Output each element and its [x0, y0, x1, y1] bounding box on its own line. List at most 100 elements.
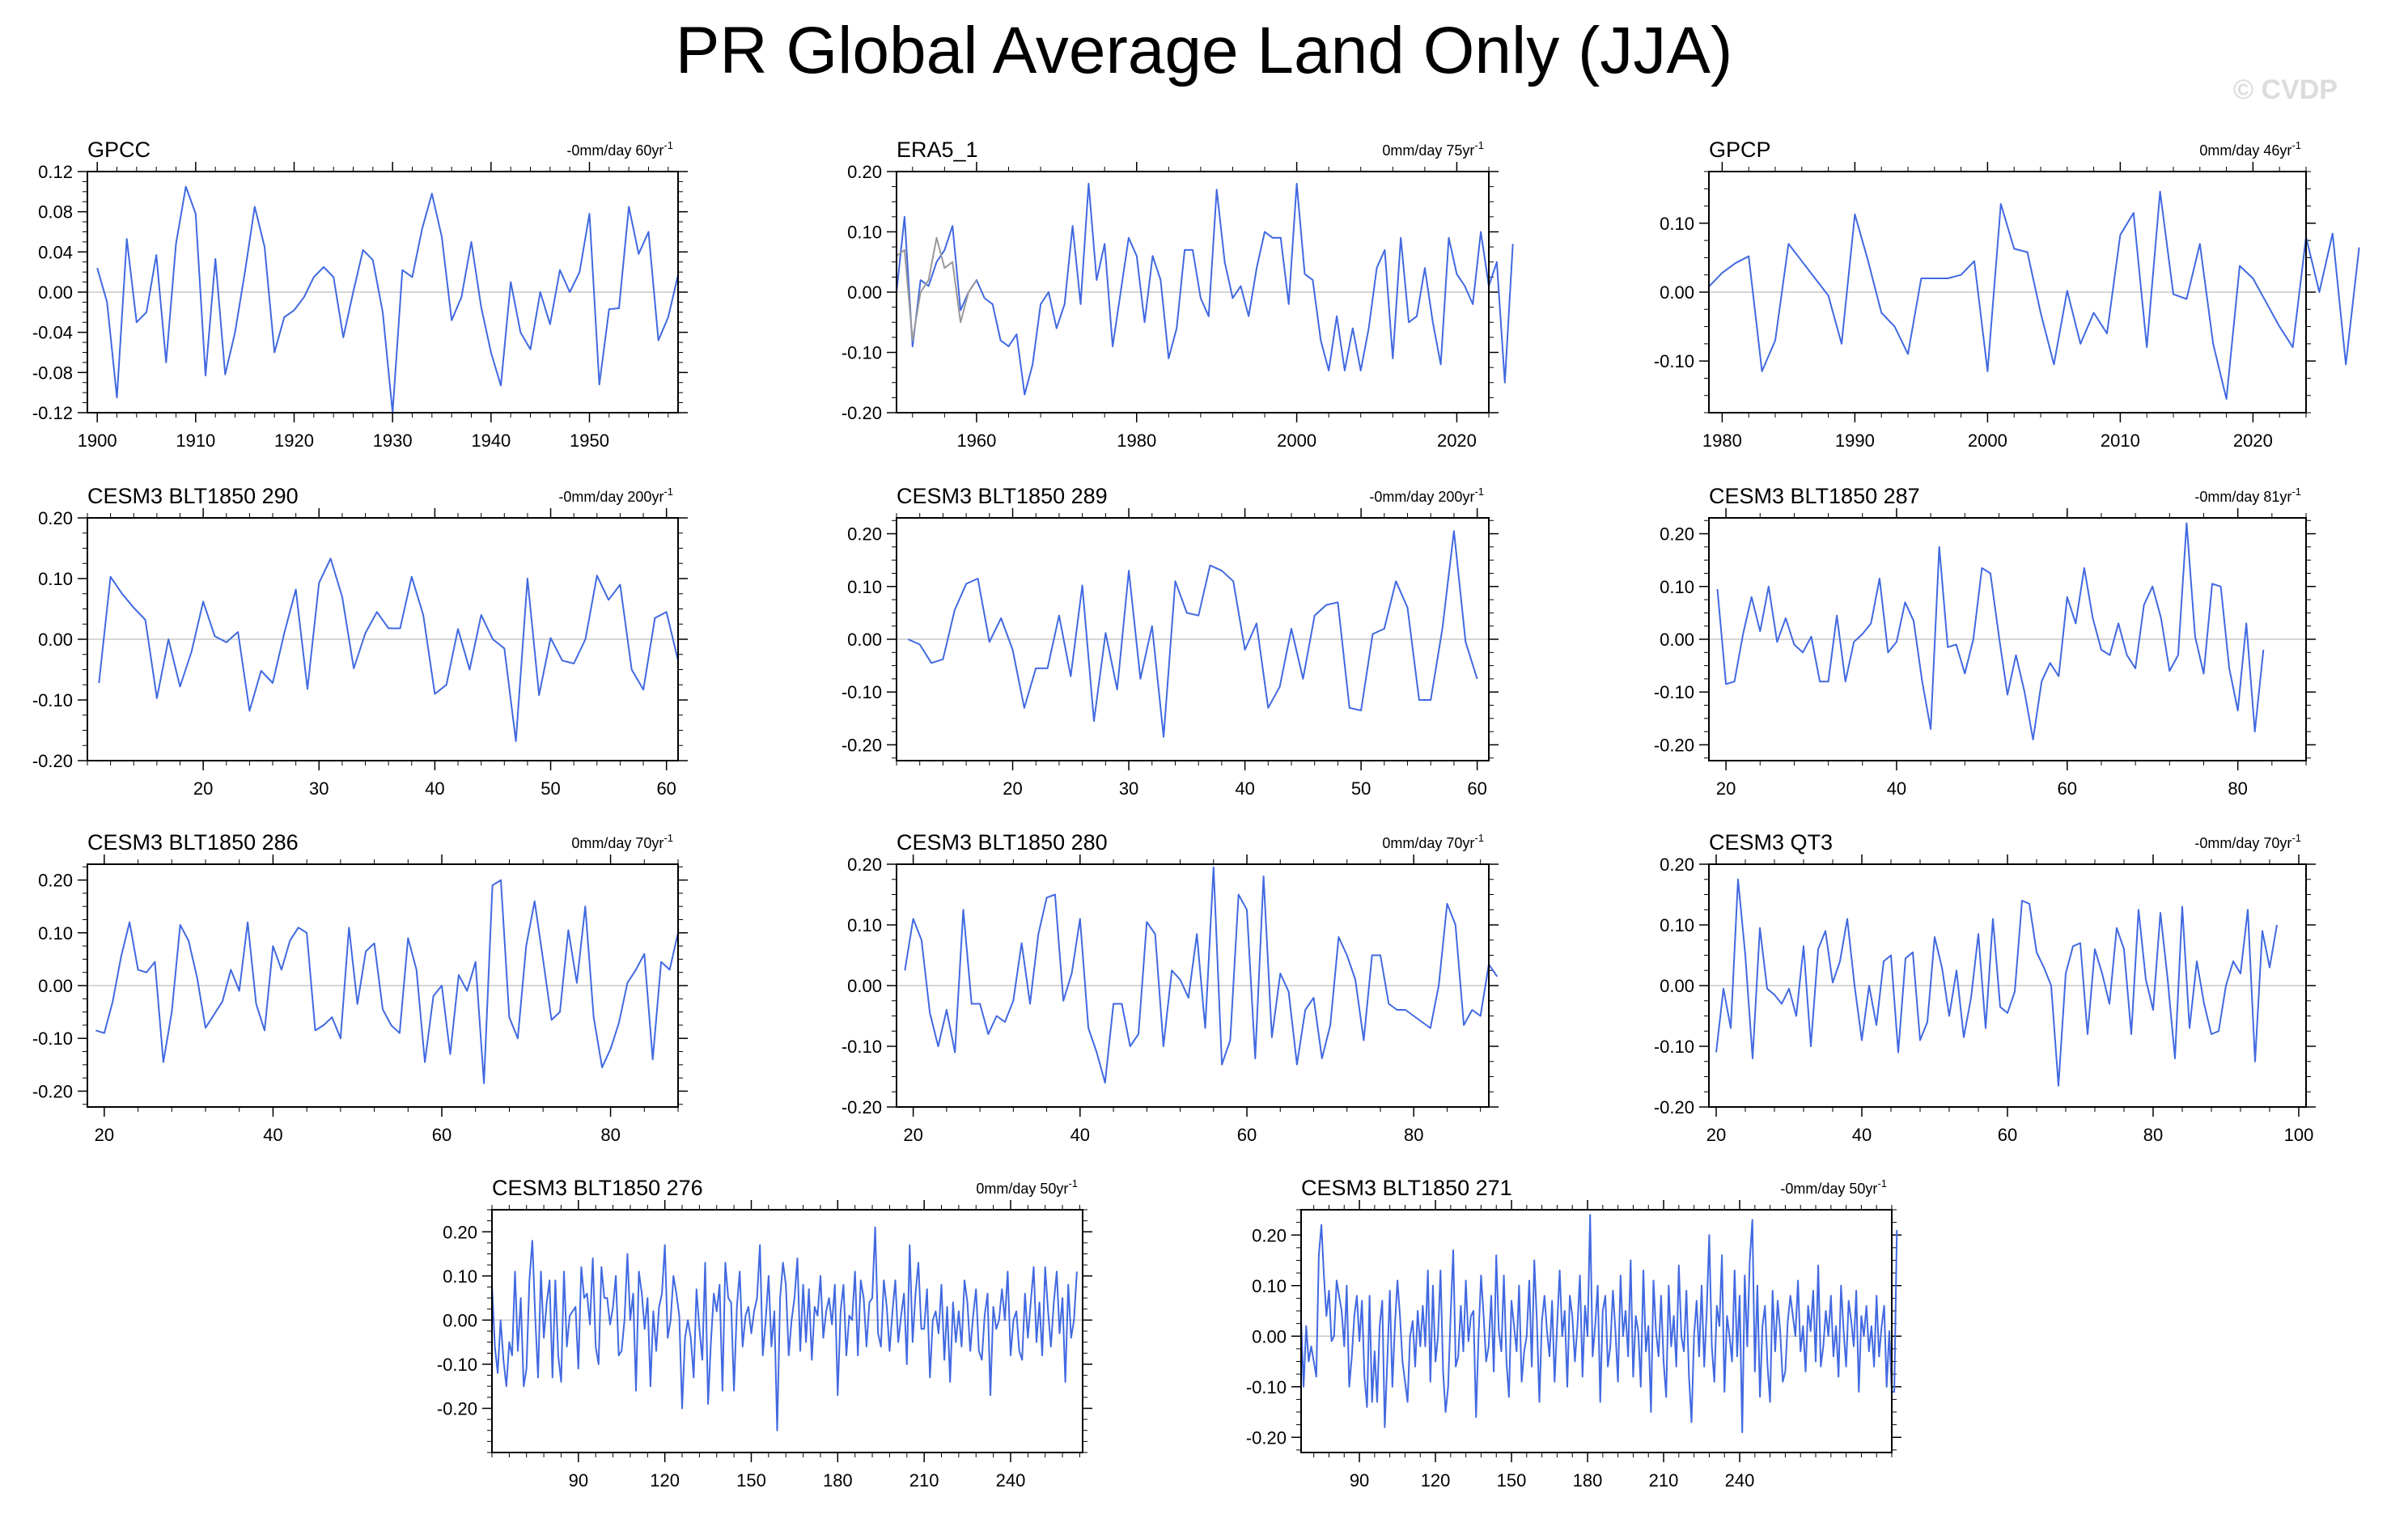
y-tick-label: -0.10 [1654, 1037, 1694, 1057]
panel-3: CESM3 BLT1850 290 -0mm/day 200yr-1 -0.20 -0… [32, 484, 688, 799]
y-tick-label: 0.20 [1252, 1225, 1287, 1245]
x-tick-label: 40 [263, 1125, 282, 1145]
x-tick-label: 80 [2143, 1125, 2163, 1145]
y-tick-label: 0.10 [847, 577, 882, 597]
x-tick-label: 1930 [373, 430, 413, 451]
x-tick-label: 20 [1003, 778, 1022, 799]
y-tick-label: 0.00 [38, 282, 73, 303]
series-line-obs-overlay [896, 236, 977, 341]
x-tick-label: 1960 [956, 430, 996, 451]
plot-frame [87, 863, 679, 1108]
y-tick-label: -0.20 [32, 751, 73, 771]
panel-title: GPCP [1709, 138, 1771, 162]
y-tick-label: 0.04 [38, 242, 73, 262]
y-tick-label: 0.20 [847, 162, 882, 182]
panel-4: CESM3 BLT1850 289 -0mm/day 200yr-1 -0.20 -0… [842, 484, 1499, 799]
series-line-cesm3-blt1850-290 [98, 558, 679, 742]
y-tick-label: 0.10 [847, 915, 882, 935]
y-tick-label: -0.10 [1654, 351, 1694, 371]
y-tick-label: -0.20 [437, 1398, 477, 1419]
panel-9: CESM3 BLT1850 276 0mm/day 50yr-1 -0.20 -0.1… [437, 1176, 1092, 1491]
y-tick-label: -0.08 [32, 363, 73, 383]
x-tick-label: 90 [569, 1470, 588, 1491]
y-tick-label: 0.00 [1660, 630, 1694, 650]
x-tick-label: 40 [1070, 1125, 1090, 1145]
x-tick-label: 20 [1716, 778, 1736, 799]
x-tick-label: 40 [425, 778, 444, 799]
y-tick-label: 0.20 [38, 871, 73, 891]
x-tick-label: 2000 [1277, 430, 1316, 451]
panel-title: CESM3 BLT1850 287 [1709, 484, 1920, 508]
x-tick-label: 50 [1351, 778, 1371, 799]
panel-5: CESM3 BLT1850 287 -0mm/day 81yr-1 -0.20 -0.… [1654, 484, 2316, 799]
y-tick-label: -0.20 [1654, 1097, 1694, 1117]
y-tick-label: -0.10 [437, 1355, 477, 1375]
x-tick-label: 50 [541, 778, 560, 799]
panel-trend: -0mm/day 200yr-1 [558, 486, 673, 505]
x-tick-label: 210 [1649, 1470, 1679, 1491]
x-tick-label: 20 [1706, 1125, 1726, 1145]
x-tick-label: 210 [909, 1470, 939, 1491]
trend-exponent: -1 [1068, 1177, 1078, 1190]
x-tick-label: 40 [1852, 1125, 1872, 1145]
panel-title: CESM3 BLT1850 290 [87, 484, 299, 508]
x-tick-label: 180 [823, 1470, 853, 1491]
trend-exponent: -1 [1877, 1177, 1887, 1190]
series-line-cesm3-blt1850-280 [904, 866, 1499, 1084]
panel-trend: 0mm/day 50yr-1 [976, 1177, 1078, 1197]
y-tick-label: -0.20 [1246, 1427, 1287, 1448]
x-tick-label: 120 [650, 1470, 680, 1491]
trend-exponent: -1 [2291, 139, 2301, 151]
cvdp-watermark: © CVDP [2233, 74, 2338, 105]
x-tick-label: 2020 [1437, 430, 1477, 451]
panel-10: CESM3 BLT1850 271 -0mm/day 50yr-1 -0.20 -0.… [1246, 1176, 1901, 1491]
x-tick-label: 1900 [78, 430, 117, 451]
y-tick-label: 0.10 [1252, 1276, 1287, 1296]
panel-title: CESM3 BLT1850 276 [492, 1176, 703, 1200]
panel-7: CESM3 BLT1850 280 0mm/day 70yr-1 -0.20 -0.1… [842, 830, 1499, 1145]
y-tick-label: 0.10 [847, 223, 882, 243]
y-tick-label: 0.00 [1252, 1326, 1287, 1346]
series-line-gpcc [96, 185, 679, 413]
trend-exponent: -1 [663, 486, 673, 498]
y-tick-label: -0.20 [1654, 735, 1694, 755]
x-tick-label: 100 [2284, 1125, 2314, 1145]
plot-frame [1708, 863, 2307, 1108]
y-tick-label: 0.20 [443, 1222, 477, 1242]
panel-8: CESM3 QT3 -0mm/day 70yr-1 -0.20 -0.10 0.00 0.… [1654, 830, 2316, 1145]
x-tick-label: 20 [903, 1125, 922, 1145]
plot-frame [1708, 171, 2307, 413]
y-tick-label: -0.20 [842, 1097, 882, 1117]
x-tick-label: 180 [1573, 1470, 1603, 1491]
x-tick-label: 1990 [1835, 430, 1875, 451]
panel-trend: -0mm/day 50yr-1 [1780, 1177, 1887, 1197]
panel-trend: 0mm/day 70yr-1 [1382, 832, 1484, 851]
series-line-era5-1 [896, 182, 1514, 396]
y-tick-label: 0.00 [847, 630, 882, 650]
y-tick-label: -0.10 [842, 682, 882, 702]
y-tick-label: 0.00 [38, 976, 73, 996]
y-tick-label: 0.20 [1660, 855, 1694, 875]
y-tick-label: 0.20 [847, 524, 882, 545]
y-tick-label: 0.12 [38, 162, 73, 182]
x-tick-label: 60 [1998, 1125, 2017, 1145]
trend-exponent: -1 [1474, 139, 1484, 151]
y-tick-label: -0.10 [1246, 1377, 1287, 1397]
plot-frame [896, 863, 1490, 1108]
panel-title: GPCC [87, 138, 150, 162]
y-tick-label: 0.10 [1660, 214, 1694, 234]
y-tick-label: 0.10 [443, 1266, 477, 1287]
y-tick-label: -0.10 [842, 343, 882, 363]
panel-trend: 0mm/day 70yr-1 [571, 832, 673, 851]
trend-exponent: -1 [663, 832, 673, 844]
x-tick-label: 2020 [2233, 430, 2273, 451]
x-tick-label: 120 [1421, 1470, 1451, 1491]
y-tick-label: 0.10 [1660, 915, 1694, 935]
x-tick-label: 60 [1467, 778, 1486, 799]
panel-trend: -0mm/day 81yr-1 [2194, 486, 2301, 505]
x-tick-label: 1920 [274, 430, 314, 451]
series-line-cesm3-blt1850-289 [907, 530, 1478, 738]
x-tick-label: 40 [1235, 778, 1254, 799]
x-tick-label: 40 [1887, 778, 1906, 799]
